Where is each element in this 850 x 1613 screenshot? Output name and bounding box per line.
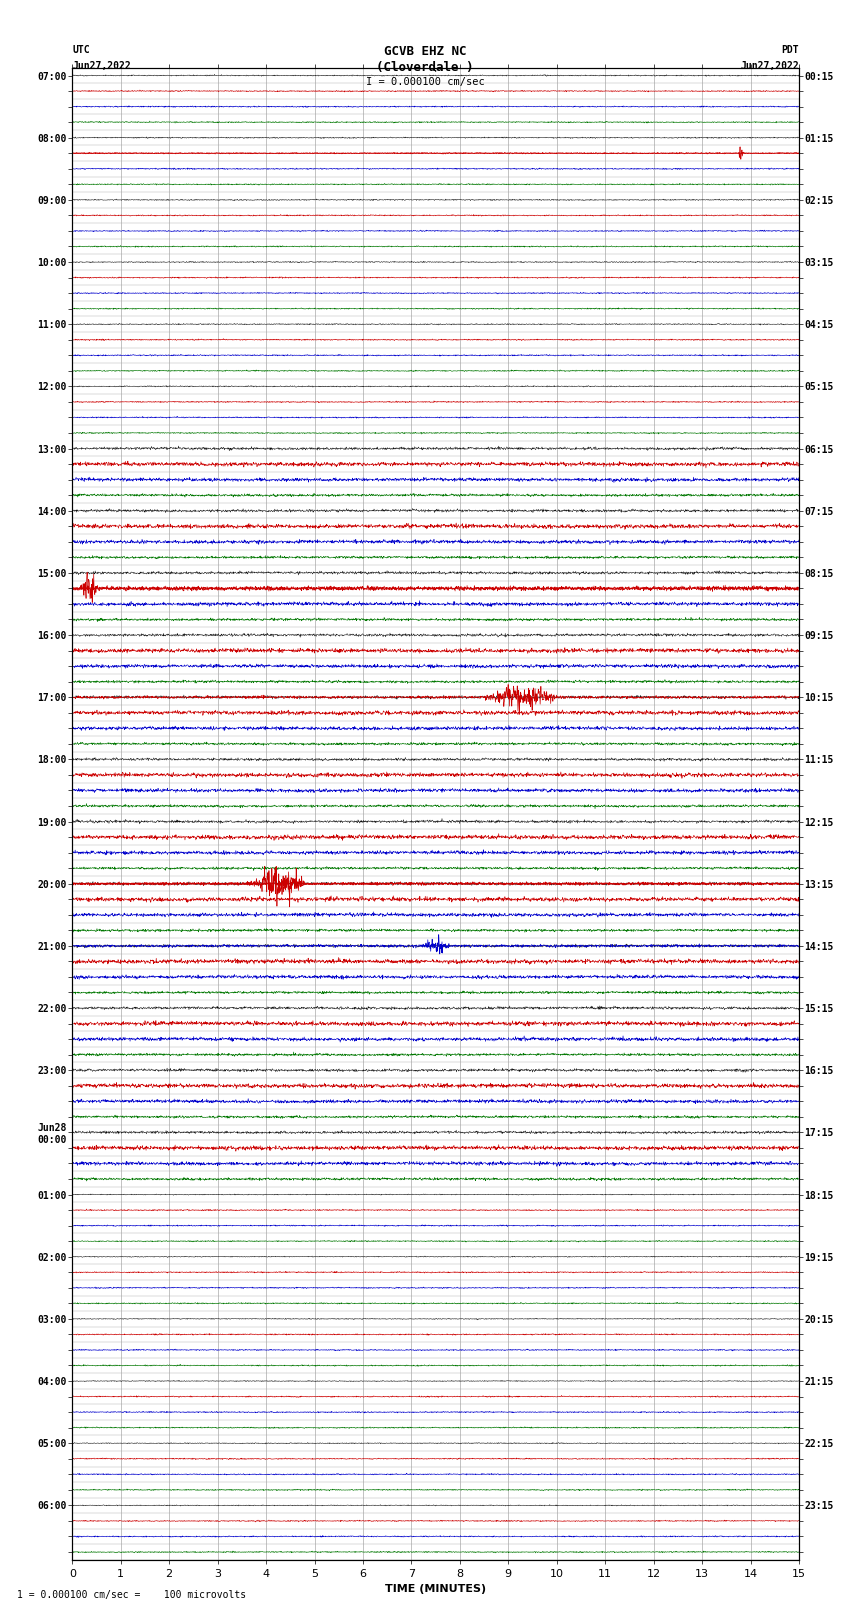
Text: Jun27,2022: Jun27,2022 xyxy=(740,61,799,71)
Text: GCVB EHZ NC: GCVB EHZ NC xyxy=(383,45,467,58)
Text: Jun27,2022: Jun27,2022 xyxy=(72,61,131,71)
Text: UTC: UTC xyxy=(72,45,90,55)
X-axis label: TIME (MINUTES): TIME (MINUTES) xyxy=(385,1584,486,1594)
Text: 1 = 0.000100 cm/sec =    100 microvolts: 1 = 0.000100 cm/sec = 100 microvolts xyxy=(17,1590,246,1600)
Text: (Cloverdale ): (Cloverdale ) xyxy=(377,61,473,74)
Text: PDT: PDT xyxy=(781,45,799,55)
Text: I = 0.000100 cm/sec: I = 0.000100 cm/sec xyxy=(366,77,484,87)
